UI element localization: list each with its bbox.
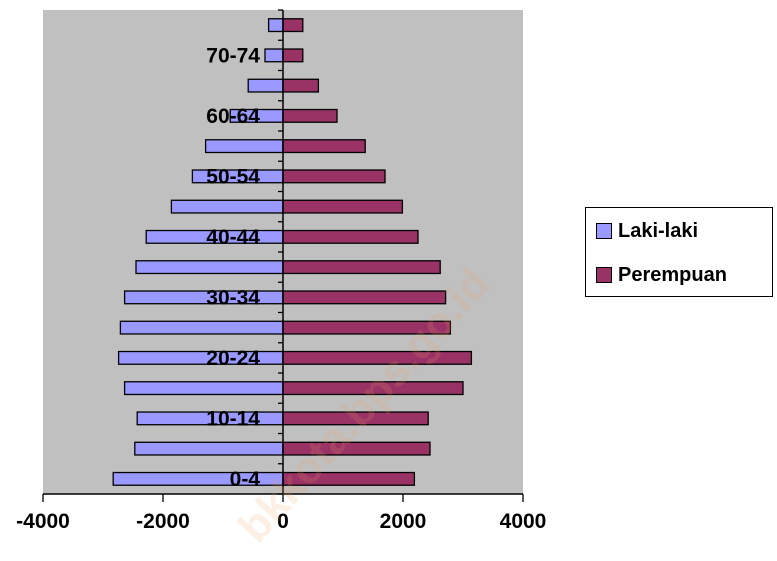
category-label: 40-44 (206, 226, 260, 249)
category-labels: 0-4 10-14 20-24 30-34 40-44 50-54 60-64 70-74 (206, 44, 260, 491)
bar-laki-laki-55-59 (204, 139, 284, 154)
legend-label-laki-laki: Laki-laki (618, 219, 699, 242)
x-tick-label: -2000 (136, 510, 190, 533)
bar-laki-laki-15-19 (123, 381, 284, 396)
bar-perempuan-35-39 (282, 260, 441, 275)
bar-perempuan-65-69 (282, 78, 320, 93)
bar-laki-laki-25-29 (119, 320, 284, 335)
bar-perempuan-40-44 (282, 229, 419, 244)
x-tick-label: 2000 (380, 510, 427, 533)
bar-perempuan-70-74 (282, 48, 304, 63)
category-label: 60-64 (206, 105, 260, 128)
x-axis-ticks (42, 494, 524, 502)
bar-laki-laki-5-9 (134, 441, 284, 456)
category-label: 70-74 (206, 44, 260, 67)
x-tick-label: -4000 (16, 510, 70, 533)
bar-laki-laki-45-49 (170, 199, 284, 214)
bar-perempuan-75+ (282, 18, 304, 33)
category-label: 50-54 (206, 165, 260, 188)
category-label: 0-4 (230, 468, 261, 491)
x-tick-label: 4000 (500, 510, 547, 533)
bar-laki-laki-35-39 (135, 260, 284, 275)
legend-swatch-laki-laki (596, 223, 612, 239)
legend-swatch-perempuan (596, 267, 612, 283)
legend-label-perempuan: Perempuan (618, 263, 727, 286)
x-tick-labels: -4000 -2000 0 2000 4000 (16, 510, 546, 533)
bar-laki-laki-65-69 (247, 78, 284, 93)
bar-perempuan-30-34 (282, 290, 447, 305)
category-label: 20-24 (206, 347, 260, 370)
legend: Laki-laki Perempuan (585, 207, 773, 297)
bar-perempuan-45-49 (282, 199, 404, 214)
bars-group (112, 18, 473, 486)
bar-perempuan-50-54 (282, 169, 386, 184)
category-label: 30-34 (206, 286, 260, 309)
category-label: 10-14 (206, 407, 260, 430)
bar-perempuan-55-59 (282, 139, 366, 154)
legend-item-laki-laki: Laki-laki (596, 218, 698, 244)
legend-item-perempuan: Perempuan (596, 262, 727, 288)
bar-laki-laki-75+ (267, 18, 284, 33)
bar-laki-laki-70-74 (264, 48, 284, 63)
bar-perempuan-60-64 (282, 108, 338, 123)
x-tick-label: 0 (277, 510, 289, 533)
